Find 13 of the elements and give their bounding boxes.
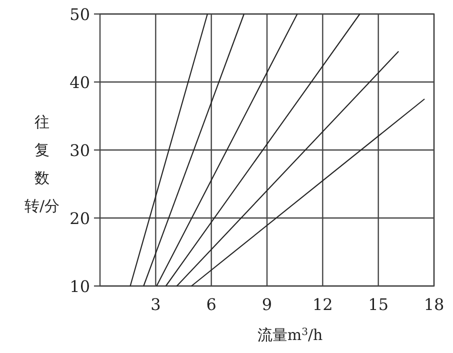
y-tick-label: 40 — [70, 73, 90, 92]
y-tick-label: 50 — [70, 5, 90, 24]
x-tick-label: 15 — [368, 295, 389, 314]
y-tick-label: 20 — [70, 209, 90, 228]
x-tick-label: 6 — [206, 295, 216, 314]
y-tick-label: 10 — [70, 277, 90, 296]
x-tick-label: 3 — [150, 295, 161, 314]
y-tick-label: 30 — [70, 141, 90, 160]
x-tick-label: 9 — [262, 295, 272, 314]
y-axis-title: 往复数转/分 — [24, 113, 60, 215]
x-tick-label: 12 — [312, 295, 333, 314]
x-axis-title: 流量m$^{3}$/h — [257, 326, 323, 344]
x-tick-label: 18 — [424, 295, 444, 314]
